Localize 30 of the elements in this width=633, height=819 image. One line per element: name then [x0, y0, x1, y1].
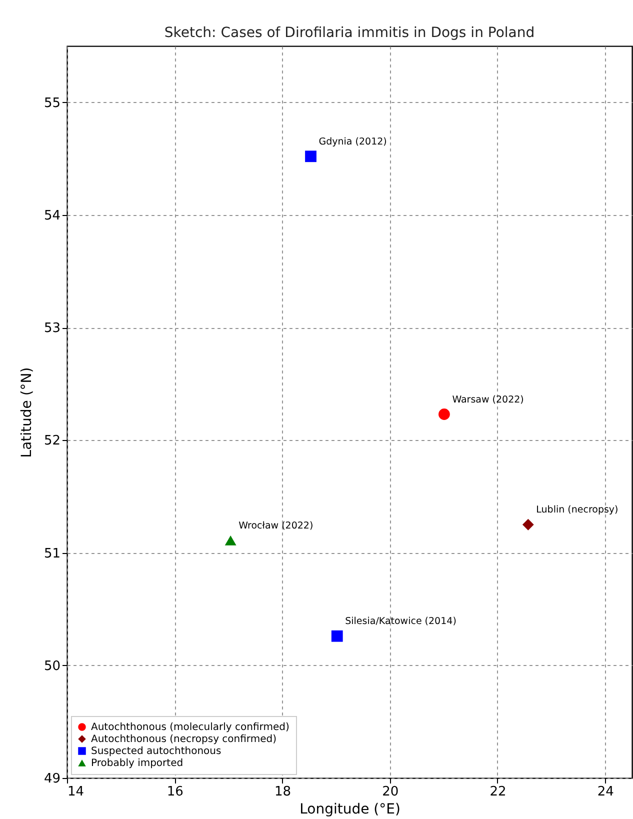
x-tick-label: 18 — [274, 784, 292, 800]
annotation: Wrocław (2022) — [238, 520, 314, 532]
x-axis-title: Longitude (°E) — [300, 802, 400, 818]
annotation: Silesia/Katowice (2014) — [345, 616, 456, 628]
point — [438, 408, 450, 420]
point — [331, 630, 343, 642]
annotation: Lublin (necropsy) — [536, 504, 618, 516]
y-tick-label: 50 — [44, 658, 60, 674]
y-tick-label: 52 — [44, 434, 60, 449]
y-tick-label: 49 — [44, 772, 60, 786]
x-tick-label: 24 — [597, 784, 614, 800]
chart-title: Sketch: Cases of Dirofilaria immitis in Dogs in Poland — [164, 25, 535, 41]
legend-label: Autochthonous (necropsy confirmed) — [91, 734, 277, 745]
point — [305, 150, 316, 162]
legend-label: Suspected autochthonous — [91, 746, 222, 757]
legend-label: Probably imported — [91, 758, 184, 769]
x-tick-label: 20 — [382, 784, 399, 800]
x-tick-label: 16 — [166, 784, 184, 800]
annotation: Gdynia (2012) — [318, 136, 387, 148]
y-tick-label: 51 — [44, 546, 60, 562]
y-axis-title: Latitude (°N) — [18, 367, 35, 458]
annotation: Warsaw (2022) — [452, 394, 524, 406]
y-tick-label: 54 — [44, 208, 60, 224]
point — [224, 535, 236, 546]
y-tick-label: 55 — [44, 96, 60, 111]
legend-label: Autochthonous (molecularly confirmed) — [91, 722, 290, 733]
y-tick-label: 53 — [44, 321, 60, 336]
x-tick-label: 22 — [490, 784, 506, 800]
point — [522, 518, 534, 530]
x-tick-label: 14 — [68, 784, 84, 800]
